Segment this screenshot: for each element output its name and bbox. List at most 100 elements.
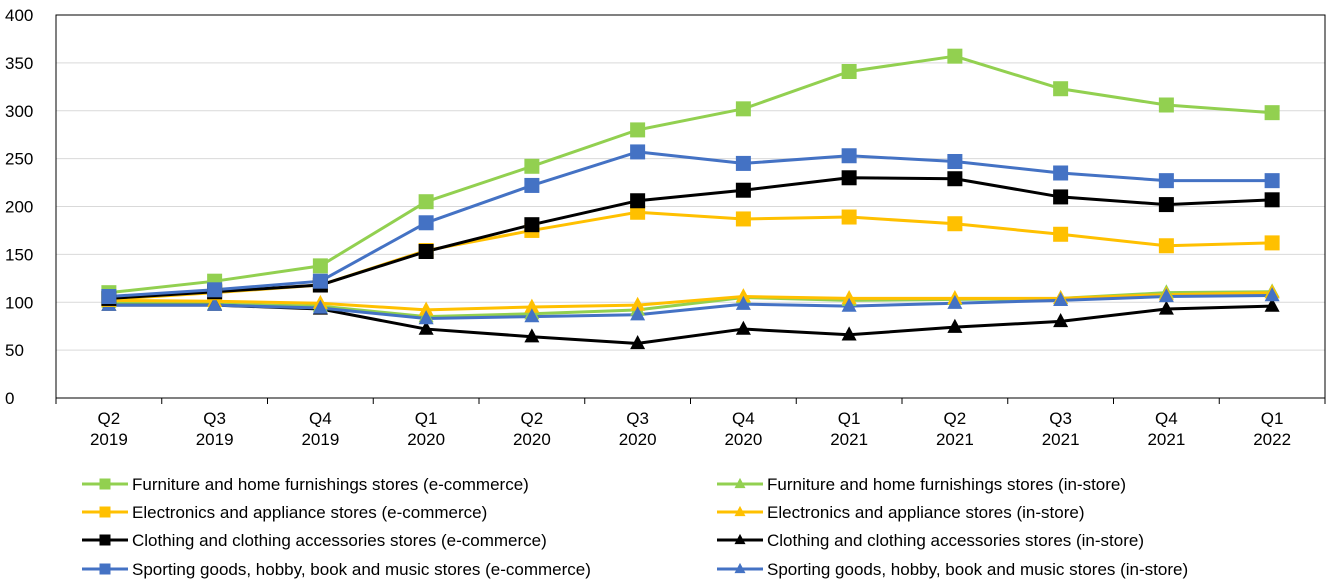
data-point (1158, 288, 1174, 303)
x-tick-quarter: Q4 (1155, 409, 1178, 428)
data-point (101, 289, 117, 305)
series-line (108, 290, 1273, 319)
legend-item: Sporting goods, hobby, book and music st… (82, 560, 591, 579)
x-tick-label: Q2 2019 (90, 409, 128, 449)
data-point (947, 318, 963, 333)
x-tick-label: Q2 2020 (513, 409, 551, 449)
axes (55, 14, 1326, 404)
data-point (630, 193, 646, 209)
data-point (947, 153, 963, 169)
data-point (630, 306, 646, 321)
legend-marker (734, 477, 746, 489)
data-point (947, 294, 963, 309)
x-tick-year: 2020 (513, 430, 551, 449)
x-tick-quarter: Q4 (732, 409, 755, 428)
legend-item: Clothing and clothing accessories stores… (717, 531, 1144, 550)
data-point (312, 299, 328, 314)
x-tick-label: Q2 2021 (936, 409, 974, 449)
data-point (524, 308, 540, 323)
x-tick-year: 2020 (619, 430, 657, 449)
x-tick-year: 2020 (724, 430, 762, 449)
y-tick-label: 300 (5, 102, 33, 121)
series-line (108, 294, 1273, 321)
data-point (630, 204, 646, 220)
data-point (1264, 105, 1280, 121)
data-point (418, 310, 434, 325)
x-tick-quarter: Q1 (838, 409, 861, 428)
legend-label: Furniture and home furnishings stores (i… (767, 475, 1126, 494)
data-point (524, 177, 540, 193)
data-point (630, 144, 646, 160)
series-line (108, 150, 1273, 299)
data-point (1158, 173, 1174, 189)
data-point (735, 101, 751, 117)
data-point (1158, 238, 1174, 254)
x-tick-label: Q3 2021 (1042, 409, 1080, 449)
data-point (1053, 291, 1069, 307)
data-point (1264, 235, 1280, 251)
legend-marker (734, 505, 746, 517)
x-tick-quarter: Q3 (1049, 409, 1072, 428)
data-point (841, 297, 857, 312)
data-point (1264, 287, 1280, 302)
data-point (524, 217, 540, 233)
series-markers (101, 48, 1280, 350)
data-point (418, 194, 434, 210)
data-point (418, 301, 434, 316)
x-tick-label: Q3 2020 (619, 409, 657, 449)
x-tick-quarter: Q4 (309, 409, 332, 428)
data-point (947, 216, 963, 232)
legend-label: Sporting goods, hobby, book and music st… (132, 560, 591, 579)
x-tick-quarter: Q1 (415, 409, 438, 428)
data-point (1158, 97, 1174, 113)
x-tick-year: 2021 (1147, 430, 1185, 449)
y-tick-label: 100 (5, 293, 33, 312)
legend-label: Furniture and home furnishings stores (e… (132, 475, 529, 494)
legend-label: Clothing and clothing accessories stores… (767, 531, 1144, 550)
data-point (1264, 192, 1280, 208)
legend-marker (734, 533, 746, 545)
x-tick-year: 2021 (830, 430, 868, 449)
legend-label: Electronics and appliance stores (in-sto… (767, 503, 1084, 522)
y-tick-label: 50 (5, 341, 24, 360)
data-point (1053, 189, 1069, 205)
x-tick-label: Q4 2019 (301, 409, 339, 449)
y-tick-label: 150 (5, 245, 33, 264)
data-point (1158, 197, 1174, 213)
data-point (1264, 173, 1280, 189)
y-tick-label: 0 (5, 389, 14, 408)
data-point (630, 335, 646, 350)
y-tick-label: 200 (5, 198, 33, 217)
data-point (418, 215, 434, 231)
tick-labels: 0 50 100 150 200 250 300 350 400 Q2 2019 Q3 2019 Q4 20… (5, 6, 1291, 449)
data-point (207, 296, 223, 311)
data-point (947, 171, 963, 187)
data-point (1264, 297, 1280, 312)
data-point (735, 211, 751, 227)
data-point (735, 155, 751, 171)
data-point (947, 48, 963, 64)
x-tick-label: Q1 2020 (407, 409, 445, 449)
data-point (1053, 165, 1069, 181)
x-tick-quarter: Q2 (98, 409, 121, 428)
data-point (312, 258, 328, 274)
x-tick-quarter: Q2 (944, 409, 967, 428)
x-tick-year: 2019 (90, 430, 128, 449)
x-tick-year: 2021 (936, 430, 974, 449)
series-line (108, 176, 1273, 300)
x-tick-year: 2021 (1042, 430, 1080, 449)
series-lines (108, 54, 1273, 345)
y-tick-label: 250 (5, 150, 33, 169)
x-tick-quarter: Q2 (521, 409, 544, 428)
y-tick-label: 350 (5, 54, 33, 73)
data-point (207, 282, 223, 298)
data-point (735, 182, 751, 198)
x-tick-quarter: Q3 (203, 409, 226, 428)
x-tick-quarter: Q1 (1261, 409, 1284, 428)
legend-label: Sporting goods, hobby, book and music st… (767, 560, 1188, 579)
data-point (1053, 313, 1069, 328)
data-point (841, 170, 857, 186)
data-point (524, 298, 540, 313)
x-tick-label: Q4 2021 (1147, 409, 1185, 449)
